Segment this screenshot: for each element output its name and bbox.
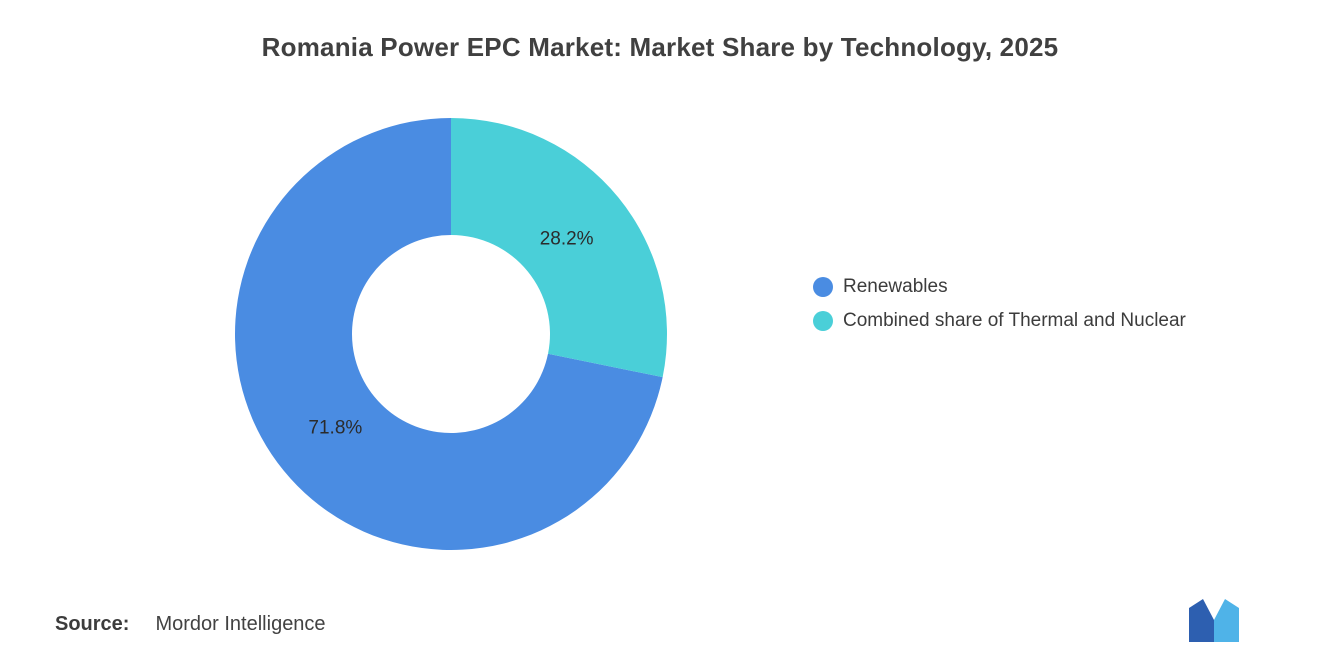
legend-item-renewables[interactable]: Renewables <box>813 270 1186 303</box>
legend-label-thermal-nuclear: Combined share of Thermal and Nuclear <box>843 310 1186 331</box>
legend-label-renewables: Renewables <box>843 276 948 297</box>
source-prefix-label: Source: <box>55 613 130 635</box>
chart-title: Romania Power EPC Market: Market Share b… <box>261 32 1059 62</box>
legend: Renewables Combined share of Thermal and… <box>813 270 1186 337</box>
legend-swatch-thermal-nuclear <box>813 310 833 331</box>
donut-slice-0[interactable] <box>234 118 663 550</box>
source-name: Mordor Intelligence <box>155 613 326 635</box>
legend-item-thermal-nuclear[interactable]: Combined share of Thermal and Nuclear <box>813 304 1186 337</box>
slice-value-label-0: 71.8% <box>308 417 362 438</box>
donut-chart: 71.8% 28.2% <box>221 104 681 564</box>
logo-right-peak <box>1214 599 1239 642</box>
source-line: Source: Mordor Intelligence <box>55 613 326 636</box>
mordor-intelligence-logo <box>1189 599 1239 642</box>
donut-chart-svg: 71.8% 28.2% <box>234 118 667 550</box>
donut-slice-1[interactable] <box>451 118 667 378</box>
legend-swatch-renewables <box>813 276 833 297</box>
slice-value-label-1: 28.2% <box>540 229 594 250</box>
logo-left-peak <box>1189 599 1214 642</box>
